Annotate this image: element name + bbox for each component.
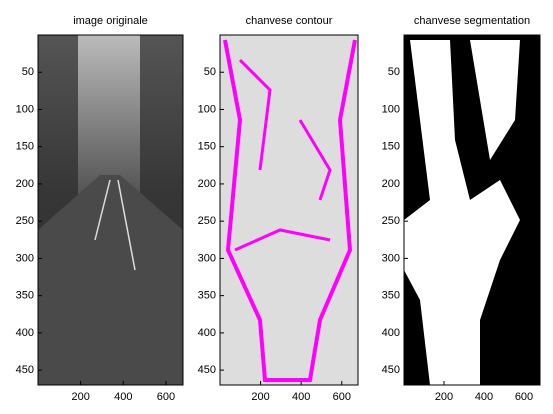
y-tick-label: 450 xyxy=(382,364,400,376)
y-tick-label: 150 xyxy=(198,141,216,153)
y-tick-label: 200 xyxy=(382,178,400,190)
y-tick-label: 200 xyxy=(198,178,216,190)
y-tick-label: 300 xyxy=(198,252,216,264)
y-tick-label: 150 xyxy=(16,141,34,153)
axes-title: chanvese segmentation xyxy=(414,15,530,27)
y-tick-label: 250 xyxy=(198,215,216,227)
y-tick-label: 100 xyxy=(382,103,400,115)
x-tick-label: 600 xyxy=(333,391,351,403)
y-tick-label: 300 xyxy=(16,252,34,264)
y-tick-label: 200 xyxy=(16,178,34,190)
y-tick-label: 400 xyxy=(198,327,216,339)
y-tick-label: 450 xyxy=(16,364,34,376)
y-tick-label: 100 xyxy=(198,103,216,115)
y-tick-label: 100 xyxy=(16,103,34,115)
image-segmentation xyxy=(404,35,540,385)
x-tick-label: 600 xyxy=(157,391,175,403)
y-tick-label: 50 xyxy=(22,66,34,78)
x-tick-label: 400 xyxy=(475,391,493,403)
y-tick-label: 400 xyxy=(16,327,34,339)
y-tick-label: 350 xyxy=(16,290,34,302)
x-tick-label: 200 xyxy=(251,391,269,403)
x-tick-label: 400 xyxy=(114,391,132,403)
y-tick-label: 300 xyxy=(382,252,400,264)
image-contour xyxy=(220,35,358,385)
image-original xyxy=(38,35,183,385)
axes-title: image originale xyxy=(73,15,148,27)
y-tick-label: 350 xyxy=(382,290,400,302)
y-tick-label: 150 xyxy=(382,141,400,153)
y-tick-label: 50 xyxy=(388,66,400,78)
y-tick-label: 50 xyxy=(204,66,216,78)
figure: image originale 200 400 600 50 100 150 200 250 30… xyxy=(0,0,553,414)
x-tick-label: 400 xyxy=(292,391,310,403)
y-tick-label: 350 xyxy=(198,290,216,302)
y-tick-label: 400 xyxy=(382,327,400,339)
y-tick-label: 250 xyxy=(16,215,34,227)
axes-title: chanvese contour xyxy=(246,15,333,27)
y-tick-label: 450 xyxy=(198,364,216,376)
y-tick-label: 250 xyxy=(382,215,400,227)
x-tick-label: 200 xyxy=(435,391,453,403)
x-tick-label: 200 xyxy=(71,391,89,403)
x-tick-label: 600 xyxy=(515,391,533,403)
